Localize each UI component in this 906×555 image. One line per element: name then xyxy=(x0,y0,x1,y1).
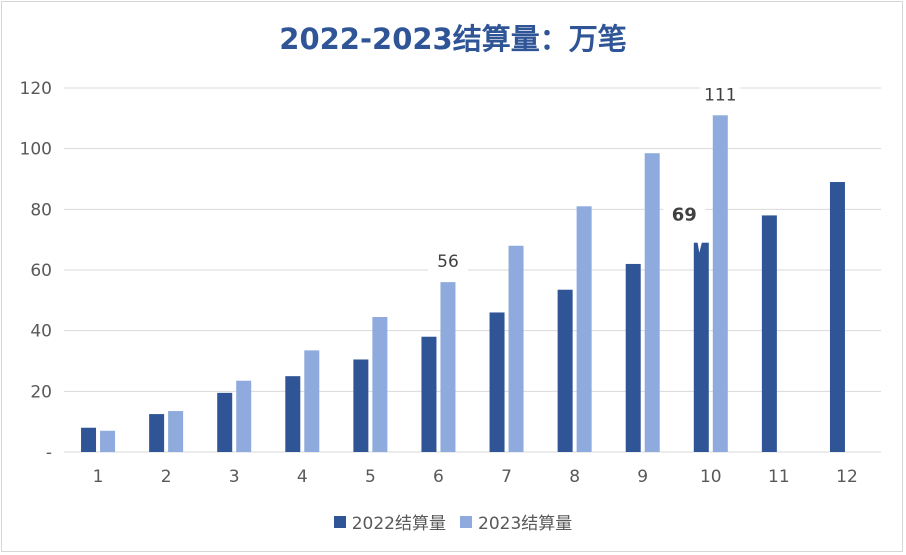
bar-2023-10 xyxy=(712,115,728,453)
x-tick-label: 1 xyxy=(93,467,104,487)
bar-2023-3 xyxy=(236,380,252,452)
legend-label-2023: 2023结算量 xyxy=(478,514,573,534)
bar-2022-9 xyxy=(625,263,641,452)
x-tick-label: 10 xyxy=(700,467,722,487)
bar-2023-7 xyxy=(508,245,524,452)
data-label-bg xyxy=(663,198,706,229)
bar-2023-5 xyxy=(372,317,388,452)
data-label: 69 xyxy=(672,205,697,226)
bar-2022-3 xyxy=(217,392,233,452)
x-tick-label: 7 xyxy=(501,467,512,487)
bar-2022-6 xyxy=(421,336,437,452)
y-tick-label: 40 xyxy=(30,322,52,342)
bar-2022-5 xyxy=(353,359,369,452)
x-tick-label: 4 xyxy=(297,467,308,487)
x-tick-label: 5 xyxy=(365,467,376,487)
data-label-bg xyxy=(700,81,741,106)
legend-item-2023: 2023结算量 xyxy=(460,509,572,534)
data-label: 111 xyxy=(704,85,736,105)
legend-label-2022: 2022结算量 xyxy=(351,514,446,534)
chart-title: 2022-2023结算量：万笔 xyxy=(279,22,627,56)
x-tick-label: 3 xyxy=(229,467,240,487)
bar-2023-2 xyxy=(168,411,184,452)
bar-2022-10 xyxy=(693,242,709,452)
y-tick-label: 120 xyxy=(20,79,52,99)
y-tick-label: 60 xyxy=(30,261,52,281)
bar-2023-1 xyxy=(100,430,116,452)
legend-swatch-2023 xyxy=(460,515,472,528)
data-label: 56 xyxy=(437,252,459,272)
bar-2023-8 xyxy=(576,206,592,452)
x-tick-label: 11 xyxy=(768,467,790,487)
x-tick-label: 2 xyxy=(161,467,172,487)
bar-2023-4 xyxy=(304,350,320,452)
bar-2022-1 xyxy=(81,427,97,452)
x-tick-label: 8 xyxy=(569,467,580,487)
y-tick-label: 20 xyxy=(30,382,52,402)
bar-2023-6 xyxy=(440,282,456,452)
bar-2023-9 xyxy=(644,153,660,452)
x-tick-label: 9 xyxy=(637,467,648,487)
y-tick-label: 80 xyxy=(30,200,52,220)
bar-2022-4 xyxy=(285,376,301,452)
legend: 2022结算量 2023结算量 xyxy=(0,509,906,534)
data-label-bg xyxy=(427,248,468,273)
y-tick-label: 100 xyxy=(20,140,52,160)
legend-swatch-2022 xyxy=(333,515,346,528)
data-label-pointer xyxy=(695,228,706,253)
y-tick-label: - xyxy=(46,443,52,463)
legend-item-2022: 2022结算量 xyxy=(333,509,446,534)
bar-2022-12 xyxy=(829,182,845,453)
x-tick-label: 6 xyxy=(433,467,444,487)
bar-2022-7 xyxy=(489,312,505,452)
bar-2022-11 xyxy=(761,215,777,452)
x-tick-label: 12 xyxy=(836,467,858,487)
bar-2022-2 xyxy=(149,414,165,452)
bar-2022-8 xyxy=(557,289,573,452)
